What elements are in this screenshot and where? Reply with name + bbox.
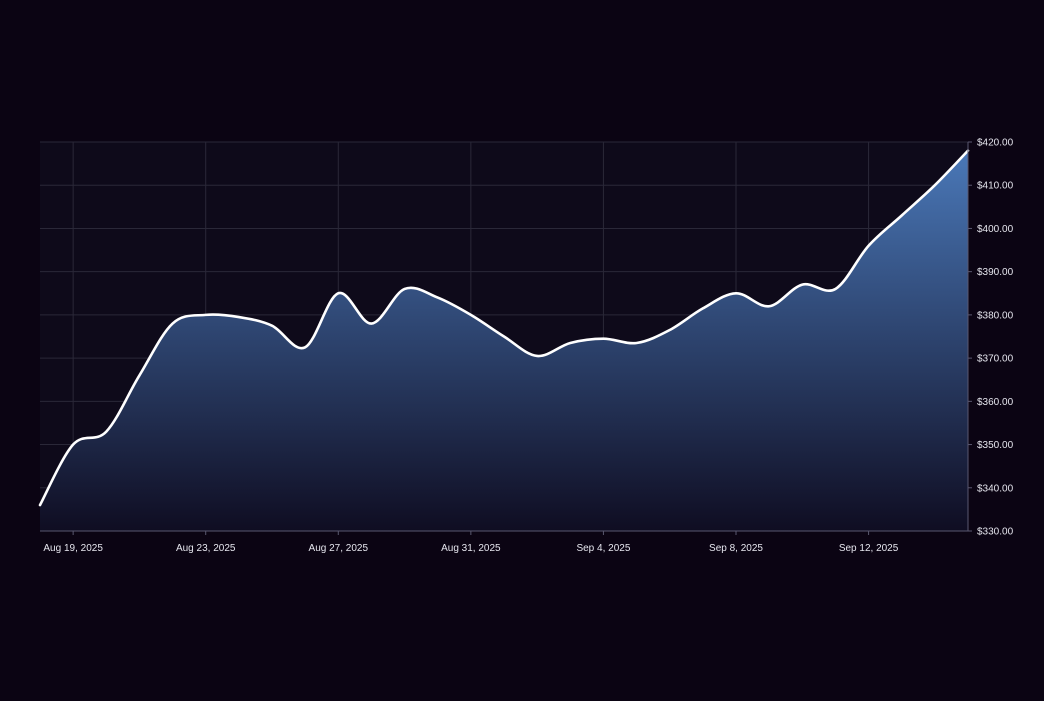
- y-tick-label: $370.00: [977, 354, 1014, 365]
- x-axis-ticks: Aug 19, 2025 Aug 23, 2025 Aug 27, 2025 Aug …: [43, 531, 898, 554]
- y-tick-label: $340.00: [977, 483, 1014, 494]
- y-tick-label: $400.00: [977, 224, 1014, 235]
- y-axis-ticks: $330.00 $340.00 $350.00 $360.00 $370.00 $380.…: [968, 138, 1014, 538]
- y-tick-label: $420.00: [977, 138, 1014, 149]
- y-tick-label: $350.00: [977, 440, 1014, 451]
- x-tick-label: Aug 23, 2025: [176, 543, 236, 554]
- x-tick-label: Aug 19, 2025: [43, 543, 103, 554]
- x-tick-label: Sep 12, 2025: [839, 543, 899, 554]
- y-tick-label: $390.00: [977, 267, 1014, 278]
- y-tick-label: $330.00: [977, 527, 1014, 538]
- x-tick-label: Aug 27, 2025: [309, 543, 369, 554]
- y-tick-label: $410.00: [977, 181, 1014, 192]
- x-tick-label: Sep 8, 2025: [709, 543, 763, 554]
- x-tick-label: Aug 31, 2025: [441, 543, 501, 554]
- x-tick-label: Sep 4, 2025: [576, 543, 630, 554]
- y-tick-label: $360.00: [977, 397, 1014, 408]
- y-tick-label: $380.00: [977, 310, 1014, 321]
